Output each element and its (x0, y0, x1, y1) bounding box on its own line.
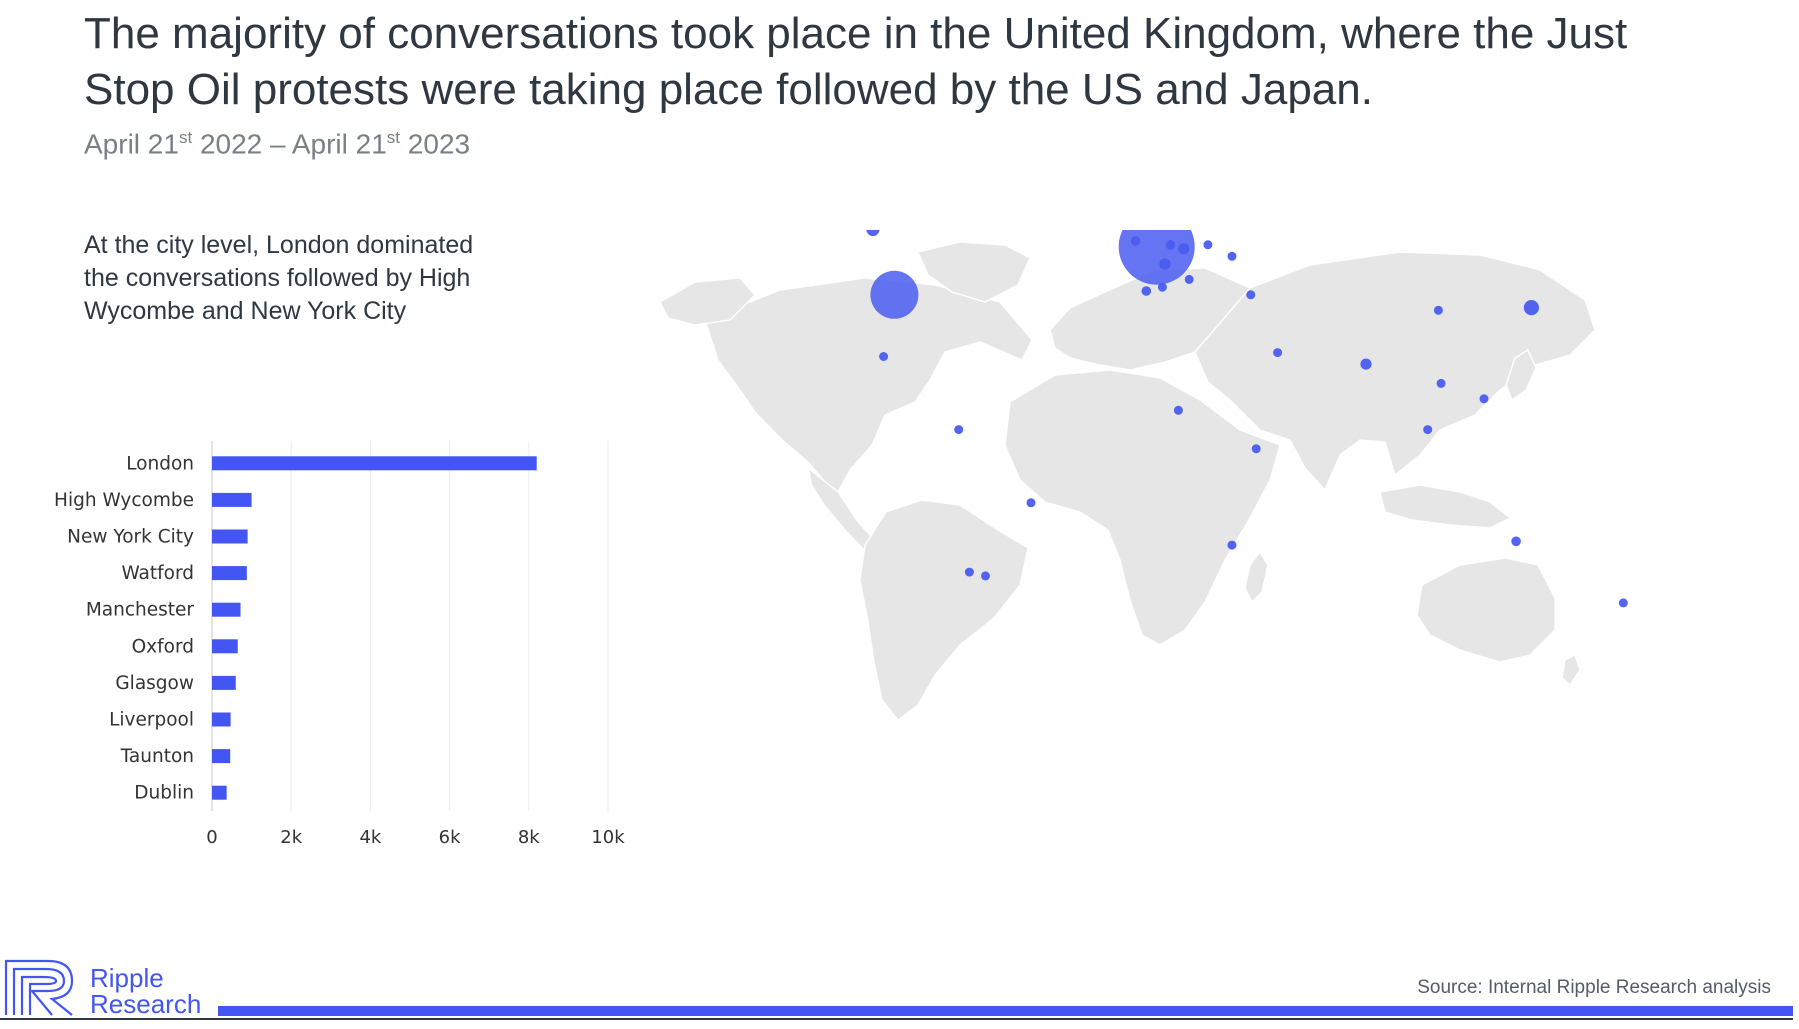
category-label: Liverpool (109, 710, 194, 731)
bar (212, 639, 238, 654)
logo-line-research: Research (90, 989, 202, 1019)
map-bubble (1157, 282, 1167, 292)
category-label: Dublin (134, 783, 194, 804)
map-bubble (981, 571, 990, 581)
map-bubble (870, 270, 919, 319)
map-bubble (1227, 251, 1237, 261)
x-tick-label: 0 (206, 827, 217, 848)
map-bubble (1618, 598, 1628, 608)
map-bubble (1436, 378, 1446, 388)
map-bubble (1227, 540, 1237, 550)
land-southeast-asia (1379, 484, 1512, 529)
map-bubble (1184, 274, 1194, 284)
category-label: New York City (67, 527, 194, 548)
map-bubble (954, 425, 964, 435)
x-tick-label: 8k (518, 827, 540, 848)
date-start-suffix: st (178, 128, 193, 147)
x-tick-label: 4k (359, 827, 381, 848)
map-bubbles (866, 230, 1628, 608)
land-africa (1004, 369, 1281, 646)
land-madagascar (1244, 550, 1269, 604)
world-bubble-map (660, 230, 1628, 721)
headline: The majority of conversations took place… (84, 9, 1628, 114)
date-end-suffix: st (386, 128, 401, 147)
x-tick-label: 6k (439, 827, 461, 848)
category-label: Oxford (132, 636, 194, 657)
map-bubble (1273, 348, 1283, 358)
x-tick-label: 10k (591, 827, 625, 848)
date-start-year: 2022 (192, 128, 263, 160)
land-greenland (917, 241, 1031, 303)
logo-line-ripple: Ripple (90, 963, 164, 993)
map-bubble (1165, 240, 1176, 250)
category-label: Glasgow (115, 673, 194, 694)
map-bubble (1360, 358, 1372, 370)
bar (212, 785, 227, 800)
map-bubble (1423, 425, 1433, 435)
map-bubble (1203, 240, 1213, 250)
category-label: Watford (121, 563, 194, 584)
bar (212, 749, 231, 764)
category-label: Manchester (86, 600, 195, 621)
map-bubble (1511, 536, 1521, 547)
category-label: London (126, 453, 194, 474)
world-landmass (660, 241, 1596, 721)
map-bubble (1159, 258, 1171, 270)
date-start: April 21 (84, 128, 179, 160)
footer-accent-bar (218, 1006, 1793, 1016)
x-tick-label: 2k (280, 827, 302, 848)
map-bubble (1479, 394, 1489, 404)
land-asia (1194, 251, 1596, 492)
source-note: Source: Internal Ripple Research analysi… (1417, 977, 1771, 998)
bar (212, 529, 248, 544)
bar (212, 602, 241, 617)
category-label: Taunton (120, 746, 194, 767)
map-bubble (1026, 498, 1036, 508)
bar (212, 566, 247, 581)
land-north-america (704, 277, 1033, 494)
map-bubble (879, 352, 889, 361)
map-bubble (1523, 300, 1539, 316)
map-bubble (1141, 286, 1152, 296)
bar (212, 675, 236, 690)
date-range: April 21st 2022 – April 21st 2023 (84, 128, 470, 160)
bar (212, 492, 252, 507)
date-separator: – (262, 128, 292, 160)
bar (212, 456, 537, 471)
date-end-year: 2023 (400, 128, 471, 160)
land-south-america (859, 499, 1029, 721)
map-bubble (1130, 236, 1141, 246)
map-bubble (866, 230, 880, 236)
land-new-zealand (1561, 654, 1581, 687)
land-japan (1505, 348, 1537, 402)
city-bar-chart: 0 2k 4k 6k 8k 10k London High Wycombe New York C… (54, 441, 625, 848)
land-alaska (660, 277, 756, 326)
ripple-logo-icon (4, 959, 74, 1016)
date-end: April 21 (291, 128, 387, 160)
map-bubble (964, 567, 974, 577)
category-label: High Wycombe (54, 490, 194, 511)
company-logo-text: Ripple Research (90, 965, 201, 1017)
land-australia (1416, 557, 1556, 663)
footer-divider (0, 1018, 1793, 1020)
map-bubble (1251, 444, 1261, 454)
map-bubble (1433, 305, 1443, 315)
map-bubble (1173, 405, 1183, 415)
city-insight-text: At the city level, London dominated the … (84, 231, 474, 325)
bar (212, 712, 231, 727)
map-bubble (1246, 290, 1256, 300)
map-bubble (1178, 243, 1190, 255)
